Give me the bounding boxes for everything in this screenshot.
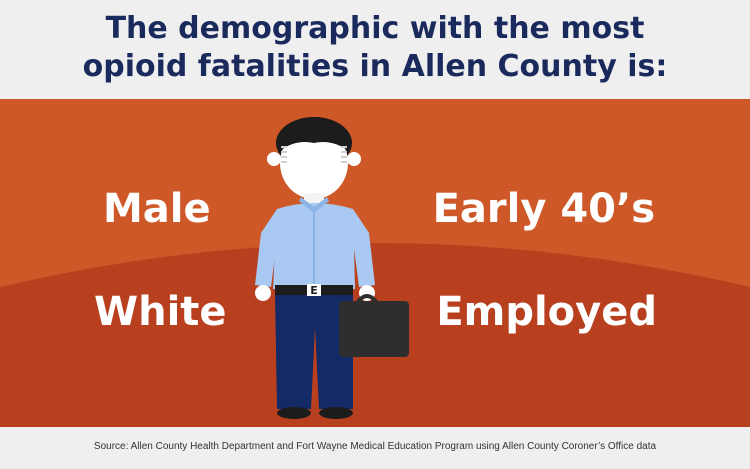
collar	[299, 197, 329, 213]
right-arm	[353, 209, 375, 287]
trait-age: Early 40’s	[432, 186, 655, 232]
page-title: The demographic with the most opioid fat…	[0, 10, 750, 86]
right-shoe	[319, 407, 353, 419]
source-note: Source: Allen County Health Department a…	[93, 441, 657, 452]
left-shoe	[277, 407, 311, 419]
left-hand	[255, 285, 271, 301]
sideburn-stripes-right	[341, 146, 347, 163]
man-illustration: E	[255, 117, 409, 419]
trait-employment: Employed	[436, 289, 657, 335]
left-ear	[267, 152, 281, 166]
briefcase-handle	[355, 294, 379, 305]
pants	[275, 293, 353, 409]
sideburn-stripes-left	[281, 146, 287, 163]
trait-gender: Male	[103, 186, 211, 232]
header-band: The demographic with the most opioid fat…	[0, 0, 750, 99]
title-line-2: opioid fatalities in Allen County is:	[82, 49, 668, 84]
face	[280, 127, 348, 199]
hair-fringe	[280, 117, 349, 151]
belt-buckle-letter: E	[310, 284, 318, 297]
trait-race: White	[94, 289, 227, 335]
belt-buckle	[307, 284, 321, 296]
title-line-1: The demographic with the most	[105, 11, 645, 46]
footer: Source: Allen County Health Department a…	[0, 427, 750, 469]
briefcase	[339, 301, 409, 357]
right-ear	[347, 152, 361, 166]
left-arm	[255, 209, 277, 287]
